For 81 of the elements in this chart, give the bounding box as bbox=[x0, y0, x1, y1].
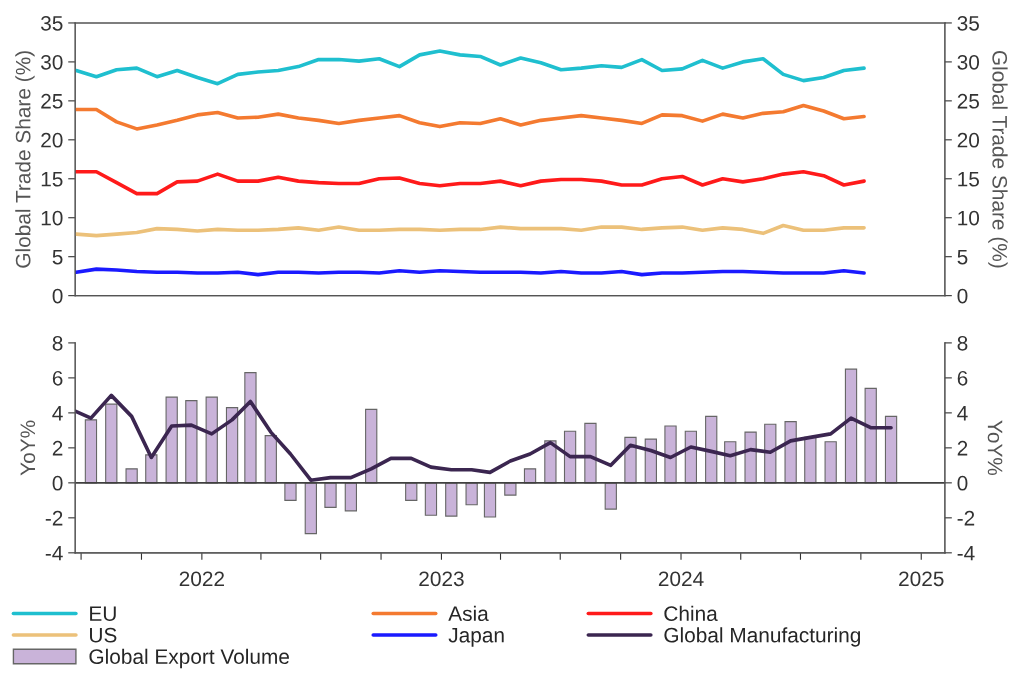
y2-axis-title: Global Trade Share (%) bbox=[988, 50, 1008, 268]
y-tick-label: -4 bbox=[45, 546, 63, 561]
bar bbox=[284, 482, 297, 501]
legend-label: Global Export Volume bbox=[89, 648, 289, 669]
y2-tick-label: 4 bbox=[957, 406, 968, 421]
legend-label: Asia bbox=[448, 605, 489, 622]
y-tick-label: 30 bbox=[41, 54, 63, 70]
bar bbox=[465, 482, 478, 506]
bar bbox=[844, 368, 858, 484]
y-tick-label: 15 bbox=[41, 171, 63, 187]
y2-tick-label: -2 bbox=[957, 510, 975, 526]
bar bbox=[804, 436, 817, 484]
line-series bbox=[75, 103, 866, 131]
y2-tick-label: 8 bbox=[957, 335, 968, 351]
line-series bbox=[75, 49, 866, 86]
bar bbox=[884, 415, 898, 484]
bar bbox=[225, 407, 239, 484]
y2-tick-label: 2 bbox=[957, 440, 968, 456]
y-tick-label: 20 bbox=[41, 132, 63, 148]
bar bbox=[165, 396, 178, 484]
y-tick-label: 35 bbox=[41, 15, 63, 31]
bar bbox=[324, 482, 337, 508]
y-tick-label: 2 bbox=[52, 440, 63, 456]
y-tick-label: 5 bbox=[52, 249, 63, 265]
legend-label: China bbox=[664, 605, 718, 622]
bar bbox=[344, 482, 358, 512]
y2-tick-label: 20 bbox=[957, 132, 980, 148]
y-tick-label: 0 bbox=[52, 288, 63, 304]
bar bbox=[424, 482, 438, 516]
line-series bbox=[75, 223, 866, 238]
bar bbox=[705, 415, 718, 484]
y2-tick-label: 35 bbox=[957, 15, 979, 31]
bar bbox=[84, 419, 98, 484]
y-tick-label: 0 bbox=[52, 475, 63, 491]
bar bbox=[365, 408, 378, 484]
x-tick-label: 2023 bbox=[419, 571, 464, 587]
y2-tick-label: 25 bbox=[957, 93, 979, 109]
bar bbox=[764, 423, 777, 484]
legend-label: US bbox=[90, 627, 117, 643]
bar bbox=[445, 482, 458, 517]
bar bbox=[504, 482, 517, 496]
bar bbox=[483, 482, 497, 518]
bar bbox=[244, 372, 257, 484]
bar bbox=[145, 454, 158, 484]
bar bbox=[105, 403, 118, 484]
legend-label: Global Manufacturing bbox=[664, 627, 861, 647]
bar bbox=[185, 400, 198, 484]
y2-tick-label: 30 bbox=[957, 54, 980, 70]
y-tick-label: 4 bbox=[52, 406, 63, 421]
y2-tick-label: -4 bbox=[957, 546, 975, 561]
legend-label: EU bbox=[90, 606, 116, 622]
bar bbox=[205, 396, 218, 484]
y-tick-label: 6 bbox=[52, 370, 63, 386]
bar bbox=[824, 441, 837, 484]
y-tick-label: 8 bbox=[52, 335, 63, 351]
bar bbox=[784, 421, 797, 484]
y-tick-label: -2 bbox=[45, 510, 63, 526]
y2-tick-label: 0 bbox=[957, 288, 968, 304]
y-tick-label: 25 bbox=[41, 93, 63, 109]
y-axis-title: YoY% bbox=[20, 420, 36, 476]
bar bbox=[584, 422, 597, 484]
x-tick-label: 2022 bbox=[179, 571, 224, 587]
line-series bbox=[75, 393, 893, 483]
y2-tick-label: 10 bbox=[958, 210, 980, 226]
y2-tick-label: 0 bbox=[957, 475, 968, 491]
y-axis-title: Global Trade Share (%) bbox=[15, 51, 35, 268]
bar bbox=[604, 482, 617, 510]
bar bbox=[523, 468, 537, 484]
bar bbox=[304, 482, 317, 535]
bar bbox=[864, 387, 877, 484]
y2-axis-title: YoY% bbox=[987, 420, 1003, 476]
line-series bbox=[75, 169, 866, 196]
bar bbox=[264, 435, 277, 484]
y-tick-label: 10 bbox=[41, 210, 63, 226]
y2-tick-label: 15 bbox=[958, 171, 979, 187]
legend-label: Japan bbox=[448, 627, 504, 647]
x-tick-label: 2024 bbox=[658, 571, 704, 587]
x-tick-label: 2025 bbox=[899, 571, 944, 587]
y2-tick-label: 6 bbox=[957, 370, 968, 386]
bar bbox=[125, 468, 138, 484]
y2-tick-label: 5 bbox=[957, 249, 968, 265]
